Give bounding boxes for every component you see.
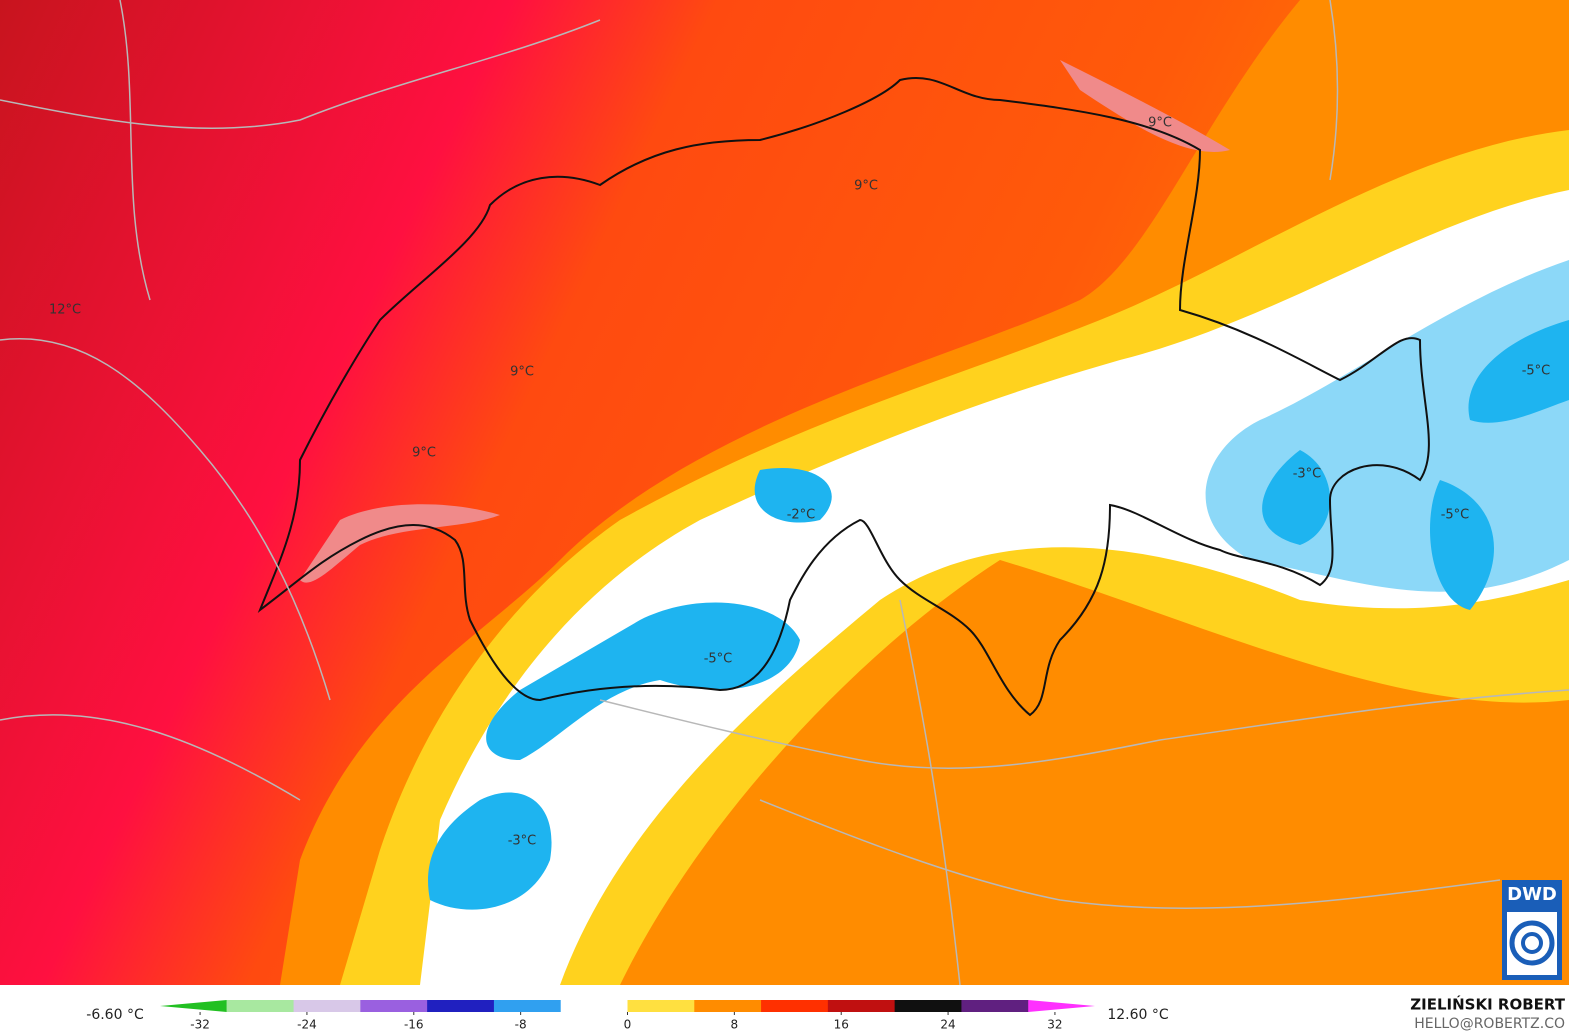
logo-spiral <box>1509 920 1555 966</box>
temperature-label: 9°C <box>510 365 534 380</box>
cold-zone <box>420 190 1569 985</box>
temperature-label: -5°C <box>1441 508 1470 523</box>
temperature-label: -2°C <box>787 508 816 523</box>
logo-spiral <box>1521 932 1543 954</box>
colorbar-segment <box>827 1000 896 1012</box>
temperature-label: 9°C <box>854 179 878 194</box>
colorbar-segment <box>894 1000 962 1012</box>
temperature-label: 9°C <box>1148 116 1172 131</box>
lake <box>300 504 500 583</box>
colorbar-tick-label: 24 <box>940 1018 955 1032</box>
temperature-label: 12°C <box>49 303 81 318</box>
colorbar-segment <box>293 1000 361 1012</box>
colorbar-segment <box>560 1000 628 1012</box>
frost-core <box>1262 320 1569 610</box>
colorbar-end <box>160 1000 227 1012</box>
colorbar-segment <box>694 1000 762 1012</box>
author: ZIELIŃSKI ROBERT <box>1410 995 1565 1014</box>
colorbar-segment <box>627 1000 695 1012</box>
email: HELLO@ROBERTZ.CO <box>1414 1016 1565 1032</box>
logo-text: DWD <box>1507 884 1557 905</box>
colorbar-segment <box>493 1000 562 1012</box>
colorbar-tick-label: 16 <box>834 1018 849 1032</box>
temperature-label: -3°C <box>508 834 537 849</box>
temperature-label: -3°C <box>1293 467 1322 482</box>
colorbar-tick-label: -32 <box>190 1018 210 1032</box>
colorbar-tick-label: -8 <box>515 1018 527 1032</box>
lake <box>1060 60 1230 152</box>
map <box>0 0 1569 986</box>
colorbar-segment <box>226 1000 295 1012</box>
min-label: -6.60 °C <box>86 1007 144 1023</box>
region-border <box>0 0 1569 986</box>
colorbar-segment <box>360 1000 428 1012</box>
colorbar-tick-label: 0 <box>624 1018 632 1032</box>
max-label: 12.60 °C <box>1107 1007 1169 1023</box>
colorbar-segment <box>427 1000 495 1012</box>
frost-core <box>428 468 832 910</box>
temperature-label: -5°C <box>1522 364 1551 379</box>
colorbar-tick-label: -16 <box>404 1018 424 1032</box>
colorbar-tick-label: 32 <box>1047 1018 1062 1032</box>
colorbar: -32 -24 -16 -8 0 8 16 24 32 <box>160 1000 1095 1032</box>
colorbar-tick-label: 8 <box>731 1018 739 1032</box>
temperature-label: -5°C <box>704 652 733 667</box>
colorbar-end <box>1028 1000 1095 1012</box>
logo: DWD <box>1502 880 1562 980</box>
colorbar-tick-label: -24 <box>297 1018 317 1032</box>
colorbar-segment <box>761 1000 829 1012</box>
temperature-labels: 12°C 9°C 9°C 9°C 9°C -2°C -3°C -5°C -5°C -5°C -3°C <box>49 116 1550 849</box>
colorbar-segment <box>961 1000 1029 1012</box>
country-border <box>257 77 1430 717</box>
temperature-label: 9°C <box>412 446 436 461</box>
